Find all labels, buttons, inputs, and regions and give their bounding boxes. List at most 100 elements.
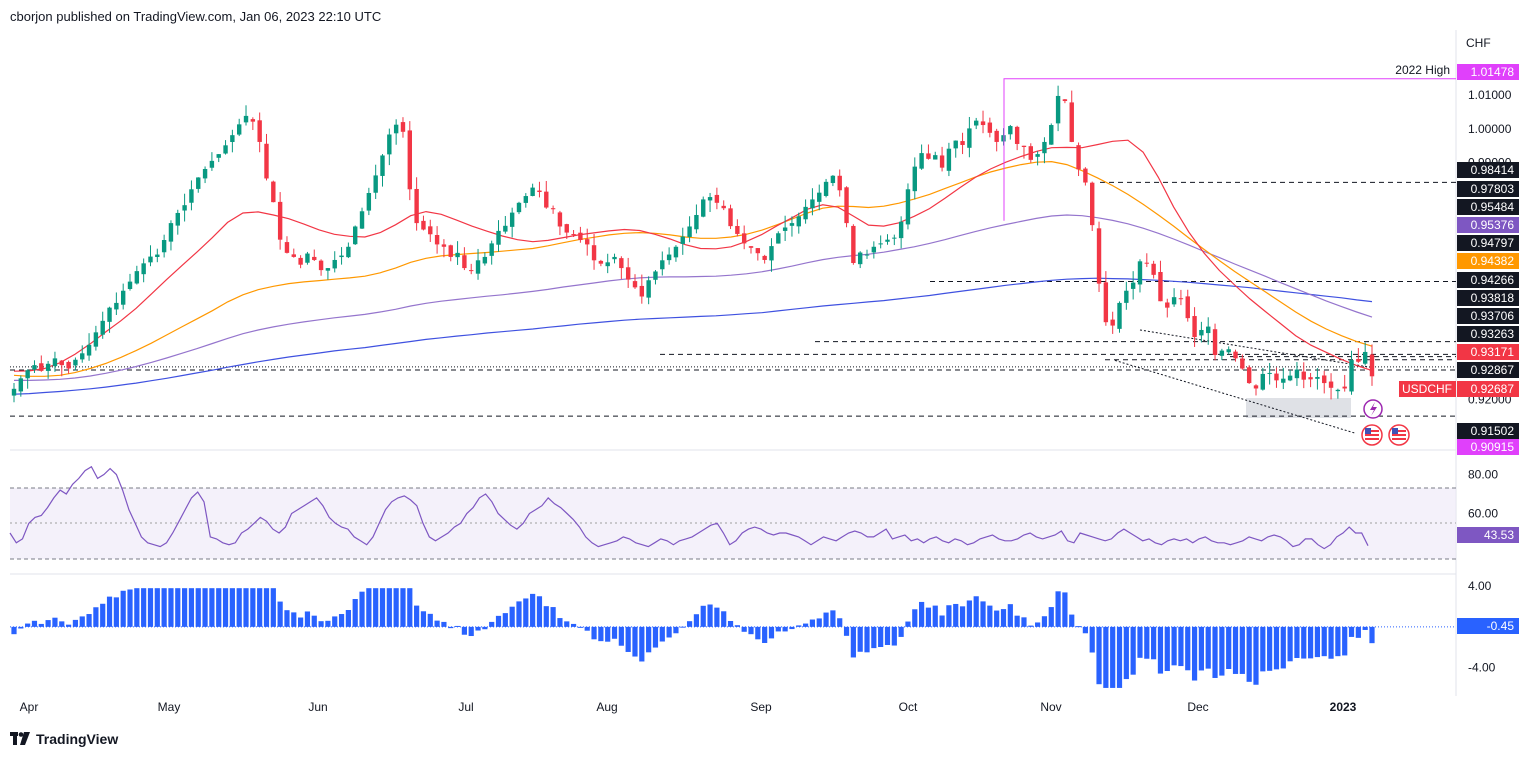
- candle: [141, 258, 146, 283]
- candle-body: [673, 246, 679, 258]
- oscillator-bar: [755, 626, 761, 640]
- candle-body: [530, 187, 535, 196]
- candle: [1144, 253, 1150, 268]
- candle: [1021, 145, 1027, 159]
- candle: [1233, 349, 1238, 362]
- oscillator-bar: [782, 626, 788, 632]
- candle: [284, 236, 290, 254]
- oscillator-bar: [52, 617, 58, 627]
- oscillator-bar: [304, 611, 311, 627]
- candle-body: [114, 302, 119, 310]
- candle: [605, 253, 610, 274]
- oscillator-bar: [127, 589, 133, 627]
- oscillator-bar: [202, 588, 208, 627]
- candle-body: [489, 243, 494, 256]
- oscillator-bar: [557, 618, 563, 627]
- oscillator-bar: [932, 605, 938, 627]
- candle: [421, 215, 426, 231]
- price-tag-value: 0.97803: [1471, 182, 1515, 196]
- us-flag-event-icon[interactable]: [1388, 424, 1410, 446]
- candle: [52, 351, 58, 372]
- price-tag-bg: [1457, 344, 1519, 360]
- candle: [1158, 260, 1163, 302]
- oscillator-bar: [912, 609, 918, 627]
- oscillator-bar: [1130, 626, 1136, 675]
- candle-body: [100, 320, 105, 335]
- candle: [864, 249, 870, 259]
- candle: [230, 129, 235, 153]
- candle-body: [318, 260, 324, 271]
- price-tag-bg: [1457, 439, 1519, 455]
- candle: [782, 215, 788, 241]
- oscillator-bar: [475, 626, 481, 631]
- candle: [469, 263, 474, 275]
- candle: [967, 116, 972, 158]
- candle: [1083, 167, 1088, 186]
- oscillator-bar: [714, 607, 720, 627]
- candle-body: [564, 224, 569, 233]
- candle-body: [762, 255, 767, 260]
- candle-body: [810, 199, 815, 209]
- candle-body: [1178, 298, 1184, 300]
- candle-body: [1185, 296, 1190, 319]
- candle: [980, 110, 986, 134]
- candle-body: [264, 143, 269, 179]
- price-tag-value: 0.94266: [1471, 273, 1515, 287]
- oscillator-bar: [1335, 626, 1341, 657]
- oscillator-bar: [454, 625, 461, 627]
- candle-body: [755, 248, 761, 254]
- candle-body: [1260, 373, 1266, 390]
- x-tick-label: Jun: [308, 700, 327, 714]
- oscillator-bar: [946, 605, 952, 627]
- candle-body: [359, 211, 365, 229]
- candle-body: [1028, 146, 1033, 160]
- tradingview-footer[interactable]: TradingView: [10, 731, 118, 747]
- oscillator-bar: [1035, 622, 1041, 627]
- rsi-value-tag: 43.53: [1457, 527, 1519, 543]
- oscillator-bar: [79, 616, 85, 627]
- oscillator-bar: [1232, 626, 1239, 674]
- candle-body: [680, 236, 685, 244]
- candle-body: [632, 281, 638, 288]
- candle-body: [1165, 302, 1170, 308]
- candle: [714, 187, 720, 210]
- candle-body: [523, 196, 529, 203]
- candle-body: [1294, 369, 1300, 379]
- oscillator-bar: [1328, 626, 1334, 659]
- oscillator-bar: [987, 605, 993, 627]
- oscillator-bar: [229, 588, 235, 627]
- us-flag-event-icon[interactable]: [1361, 424, 1383, 446]
- candle-body: [885, 239, 890, 242]
- oscillator-bar: [1226, 626, 1232, 669]
- candle-body: [1274, 373, 1279, 381]
- candle: [653, 269, 658, 285]
- candle-body: [905, 189, 911, 225]
- candle-body: [421, 220, 426, 230]
- candle-body: [544, 191, 549, 208]
- oscillator-bar: [31, 620, 38, 627]
- candle-body: [1014, 126, 1020, 144]
- candle-body: [769, 246, 774, 261]
- candle-body: [305, 253, 310, 263]
- candle: [1076, 142, 1081, 177]
- candle: [857, 251, 863, 269]
- price-tag-bg: [1457, 199, 1519, 215]
- oscillator-bar: [802, 623, 809, 627]
- oscillator-bar: [495, 615, 502, 627]
- oscillator-bar: [721, 611, 727, 627]
- candle: [1212, 323, 1218, 361]
- oscillator-bar: [1096, 626, 1102, 685]
- candle-body: [625, 267, 631, 280]
- candle-body: [1090, 182, 1095, 226]
- candle: [1219, 348, 1225, 361]
- candle: [1008, 124, 1013, 140]
- osc-tag-value: -0.45: [1487, 619, 1515, 633]
- candle-body: [598, 260, 604, 264]
- lightning-icon[interactable]: [1363, 399, 1383, 419]
- candle: [905, 183, 911, 230]
- oscillator-bar: [147, 588, 154, 627]
- price-tag-bg: [1457, 423, 1519, 439]
- candle-body: [284, 242, 290, 253]
- candle-body: [1171, 297, 1177, 305]
